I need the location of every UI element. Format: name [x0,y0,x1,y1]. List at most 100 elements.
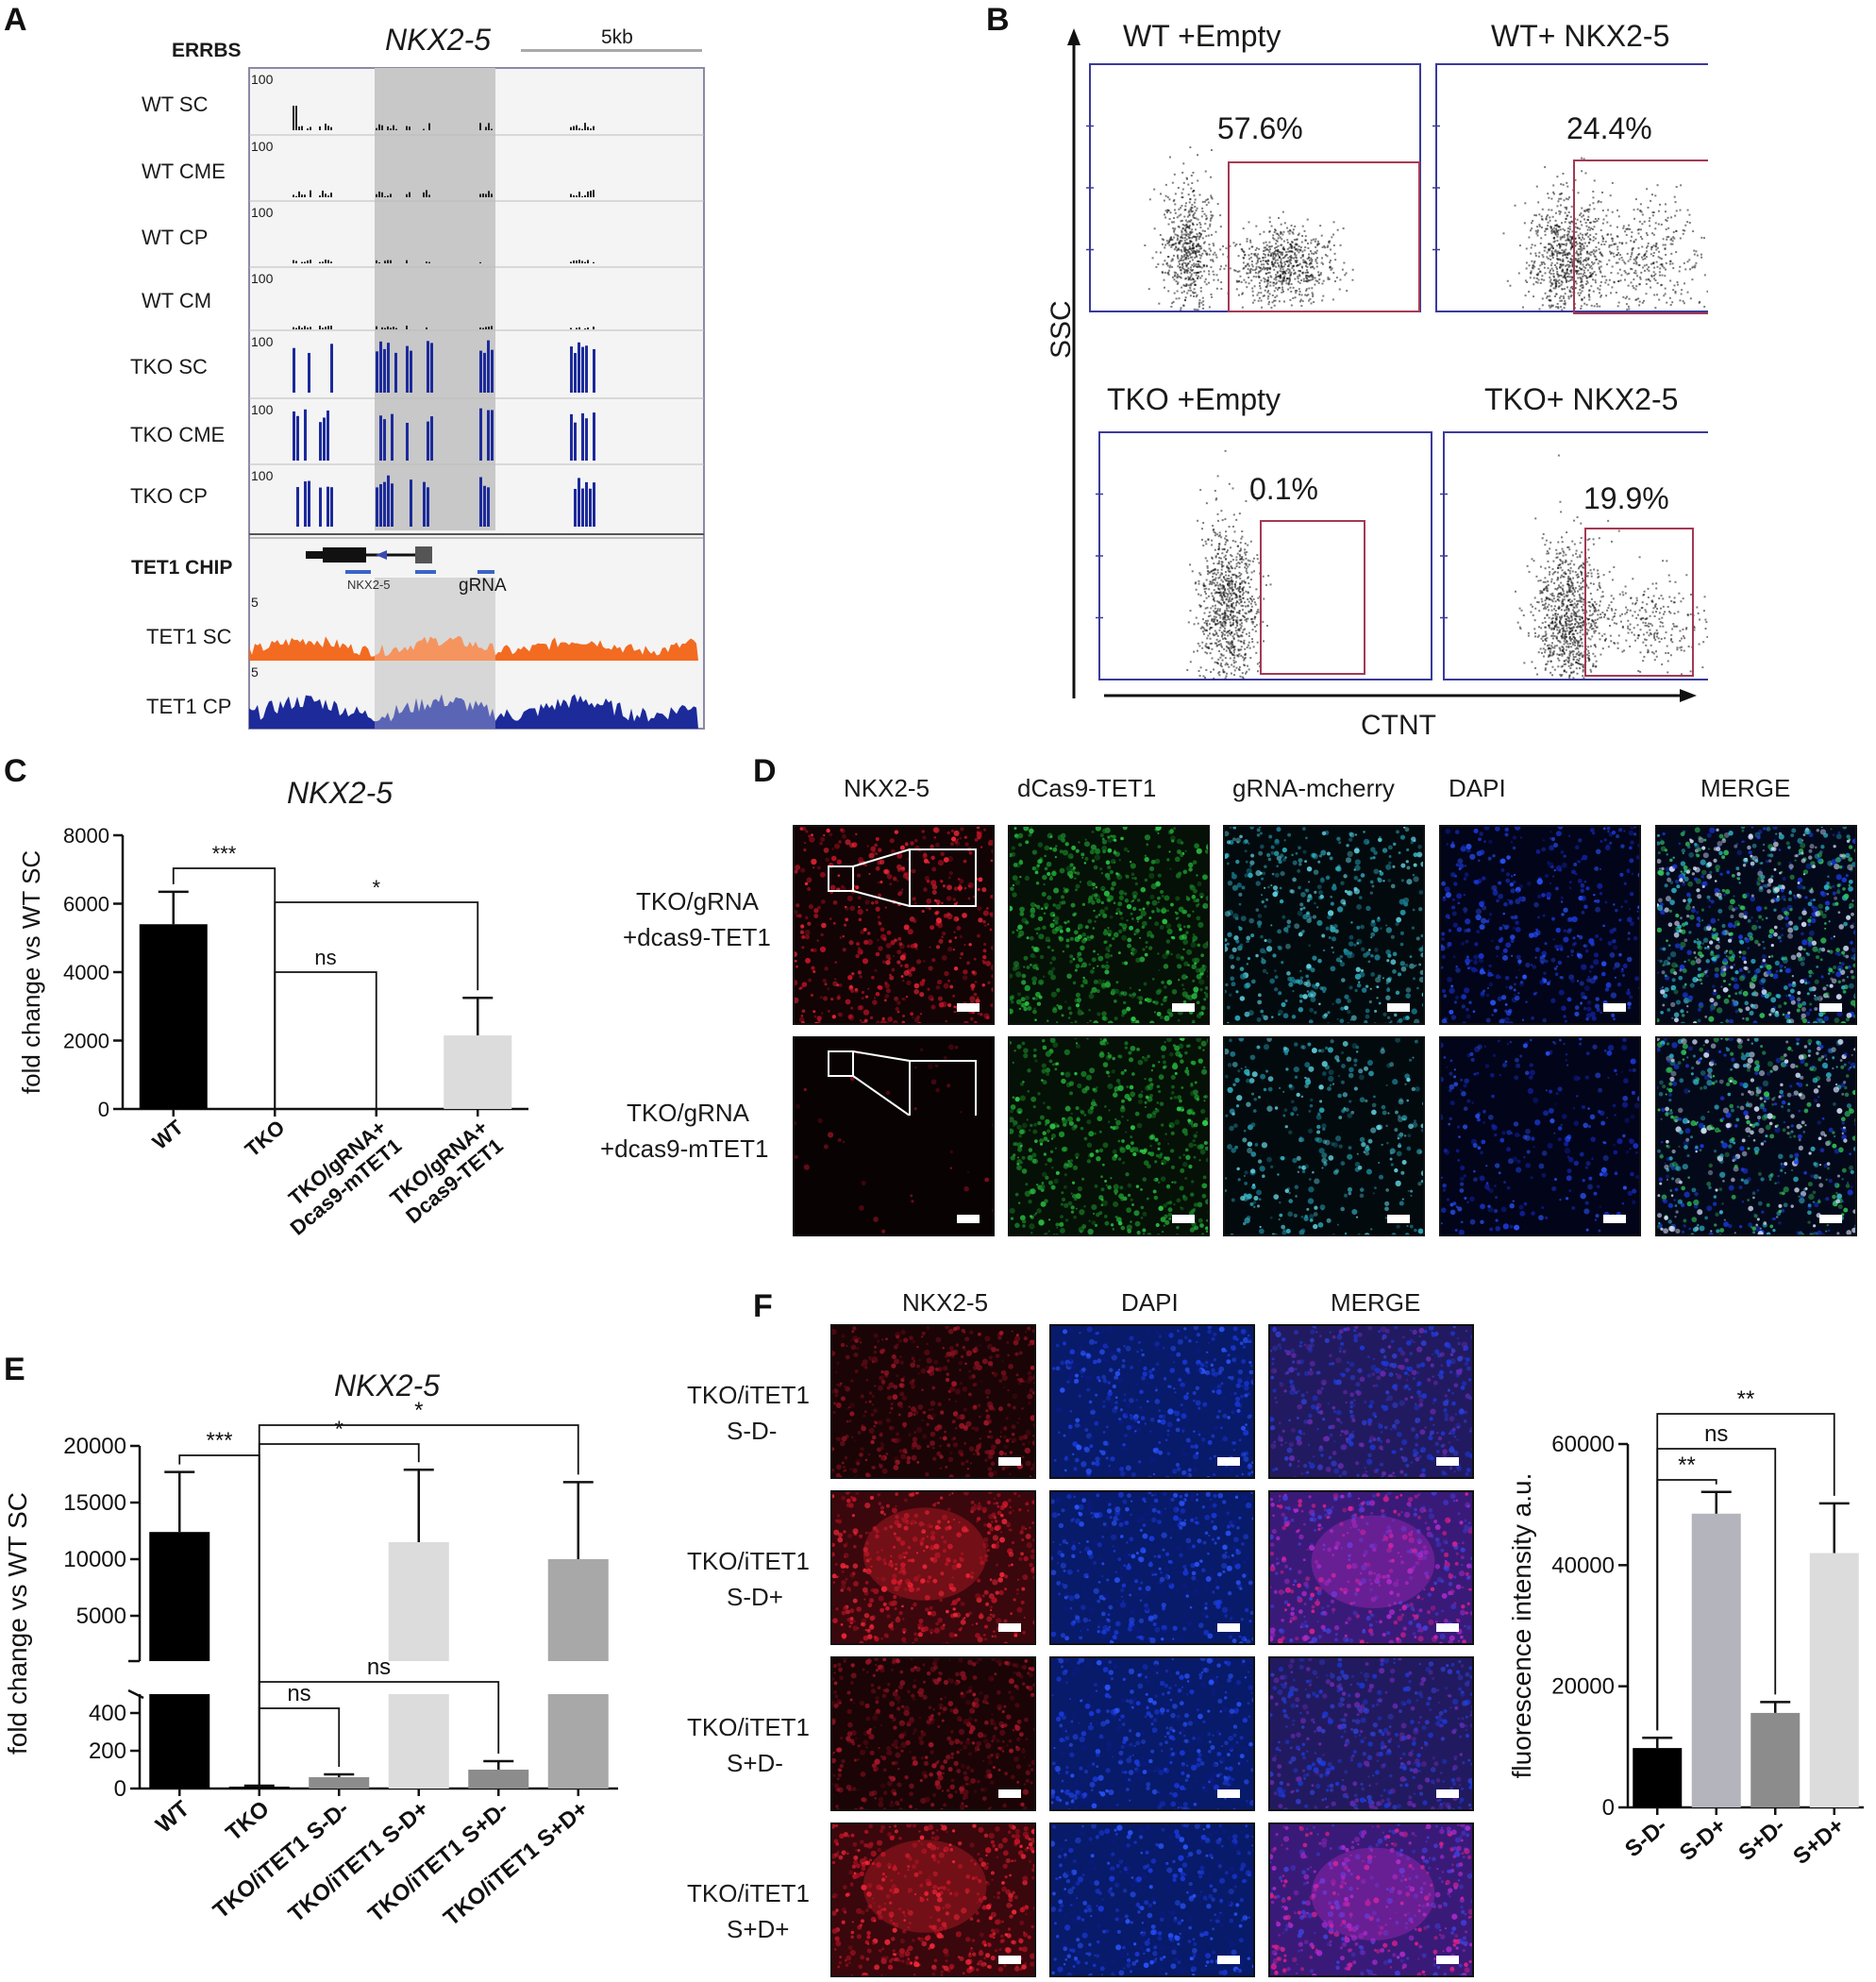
row-label: S+D+ [727,1915,790,1943]
y-tick-label: 8000 [63,824,109,848]
track-max-label: 100 [251,334,274,349]
microscopy-image [1049,1490,1255,1645]
significance-label: *** [206,1428,232,1453]
panel-label-a: A [4,2,27,38]
significance-label: ns [1704,1421,1728,1447]
x-tick-label: S+D+ [1788,1813,1849,1870]
genome-browser-tracks [248,67,705,730]
gate-box [1573,160,1708,314]
scale-bar [1819,1215,1842,1223]
significance-label: ns [314,946,336,969]
flow-plot-title: TKO +Empty [1107,382,1281,416]
scale-bar [1217,1623,1240,1632]
significance-bracket [258,1424,579,1789]
panel-label-d: D [753,753,777,789]
genome-browser-panel: ERRBS NKX2-5 5kb WT SC WT CME WT CP WT CM TK… [0,0,717,746]
methylation-bars-tko [293,408,595,461]
x-tick-label: WT [151,1796,194,1839]
gate-box [1260,520,1365,675]
significance-bracket [274,971,377,1109]
x-tick-label: TKO/iTET1 S-D- [209,1796,354,1924]
row-label: S-D+ [727,1583,783,1611]
track-max-label: 100 [251,402,274,417]
microscopy-image [1008,1036,1210,1236]
microscopy-image [1268,1822,1474,1977]
y-tick-label: 0 [114,1776,126,1802]
microscopy-image [830,1324,1036,1479]
track-label: TKO CP [130,484,208,508]
chart-c-title: NKX2-5 [287,776,394,810]
methylation-bars-wt [293,190,595,197]
flow-x-axis-label: CTNT [1361,710,1436,741]
flow-scatter-plots [1086,63,1708,680]
bar [149,1532,210,1661]
highlight-region [375,68,495,530]
chip-track-label: TET1 SC [146,625,232,648]
grna-label: gRNA [459,576,507,596]
gate-percent: 19.9% [1583,481,1669,515]
scale-bar-label: 5kb [601,26,633,48]
chip-track-label: TET1 CP [146,695,232,718]
tet1-chip-label: TET1 CHIP [131,557,233,579]
y-tick-label: 6000 [63,893,109,916]
y-axis-label: fluorescence intensity a.u. [1507,1473,1536,1779]
gene-model-label: NKX2-5 [347,578,391,592]
row-label: +dcas9-TET1 [623,923,771,951]
column-label: NKX2-5 [844,774,930,802]
methylation-bars-tko [296,475,595,527]
microscopy-image [1655,825,1857,1025]
panel-label-e: E [4,1352,25,1387]
row-label: TKO/iTET1 [687,1713,811,1741]
y-tick-label: 400 [89,1701,126,1726]
row-label: TKO/iTET1 [687,1547,811,1575]
bar [547,1559,609,1661]
scale-bar [998,1956,1021,1964]
gate-percent: 0.1% [1249,472,1318,506]
significance-label: * [335,1417,343,1442]
column-label: MERGE [1700,774,1791,802]
track-max-label: 100 [251,468,274,483]
y-tick-label: 60000 [1551,1432,1615,1457]
y-tick-label: 2000 [63,1030,109,1053]
methylation-bars-wt [293,260,595,263]
scale-bar [998,1623,1021,1632]
microscopy-image [1049,1656,1255,1811]
track-label: WT SC [142,92,209,116]
y-tick-label: 10000 [63,1547,126,1572]
scale-bar [1217,1956,1240,1964]
microscopy-image [1268,1324,1474,1479]
scale-bar [1436,1623,1459,1632]
microscopy-panel-d: NKX2-5 dCas9-TET1 gRNA-mcherry DAPI MERGE TKO… [585,774,1868,1246]
significance-label: ** [1737,1386,1755,1412]
flow-cytometry-panel: SSC CTNT WT +Empty WT+ NKX2-5 TKO +Empty… [1029,0,1708,746]
significance-bracket [1656,1413,1835,1731]
chart-e-title: NKX2-5 [334,1369,441,1403]
track-max-label: 100 [251,139,274,154]
errbs-label: ERRBS [172,40,242,61]
flow-plot [1432,63,1708,314]
microscopy-image [1268,1490,1474,1645]
scale-bar [1603,1003,1626,1012]
y-tick-label: 20000 [63,1434,126,1459]
microscopy-image [1268,1656,1474,1811]
y-tick-label: 40000 [1551,1553,1615,1578]
flow-plot-title: TKO+ NKX2-5 [1484,382,1679,416]
track-max-label: 100 [251,72,274,87]
panel-label-f: F [753,1288,773,1324]
row-label: +dcas9-mTET1 [600,1134,769,1163]
bar [139,924,208,1109]
track-label: WT CP [142,226,209,249]
column-label: NKX2-5 [902,1288,989,1317]
microscopy-image [1223,825,1425,1025]
microscopy-image [1049,1822,1255,1977]
bar [1691,1513,1741,1807]
microscopy-image [1439,1036,1641,1236]
flow-plot-title: WT+ NKX2-5 [1491,19,1670,53]
row-label: TKO/iTET1 [687,1879,811,1907]
x-tick-label: S+D- [1734,1813,1790,1866]
row-label: S-D- [727,1417,778,1445]
gene-name-label: NKX2-5 [385,23,492,57]
row-label: S+D- [727,1749,783,1777]
bar [468,1770,529,1789]
